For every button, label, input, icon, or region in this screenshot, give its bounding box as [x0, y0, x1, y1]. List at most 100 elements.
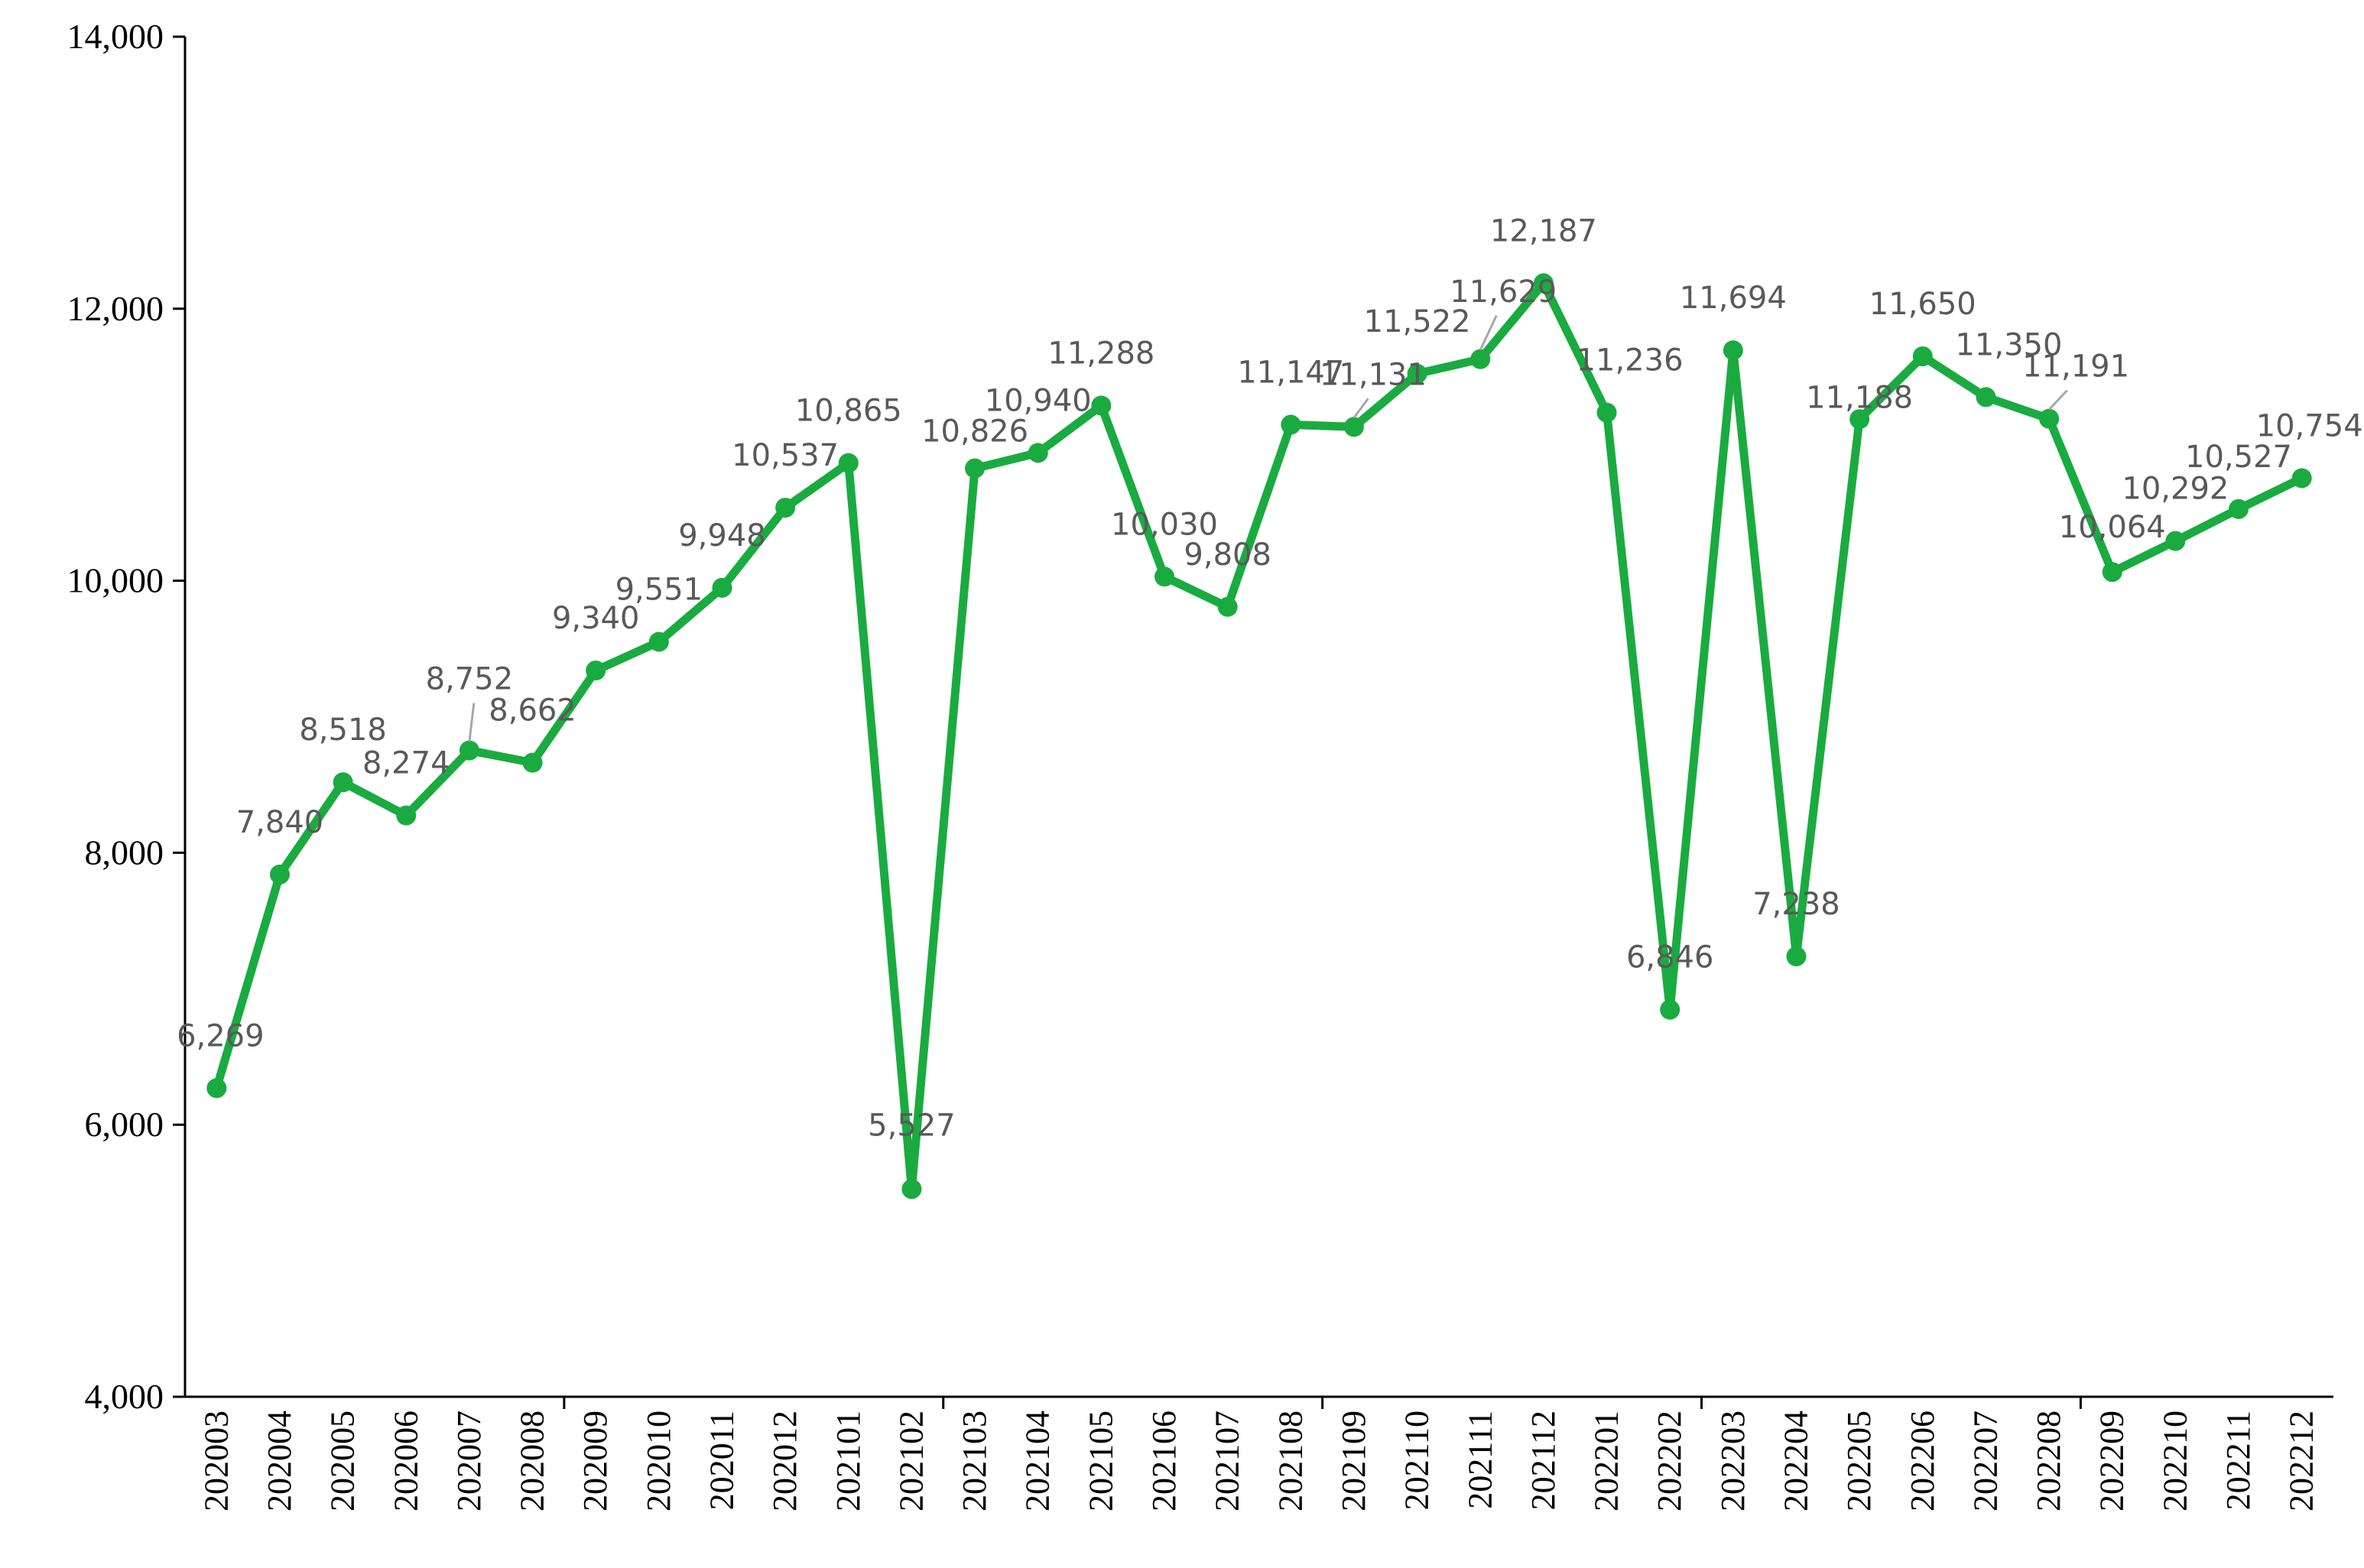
data-point — [1091, 395, 1112, 416]
data-label: 11,131 — [1320, 357, 1427, 392]
data-point — [1786, 946, 1807, 966]
x-tick-label: 202104 — [1019, 1411, 1057, 1511]
data-point — [333, 772, 353, 793]
x-tick-label: 202203 — [1714, 1411, 1752, 1511]
x-tick-label: 202109 — [1335, 1411, 1372, 1511]
data-point — [648, 631, 669, 652]
x-tick-label: 202209 — [2093, 1411, 2131, 1511]
x-tick-label: 202102 — [892, 1411, 930, 1511]
x-tick-label: 202212 — [2283, 1411, 2320, 1511]
data-point — [1976, 387, 1996, 407]
data-label: 7,840 — [236, 805, 324, 840]
data-label: 6,846 — [1626, 940, 1714, 976]
x-tick-label: 202202 — [1651, 1411, 1688, 1511]
data-point — [1533, 273, 1554, 294]
x-tick-label: 202201 — [1588, 1411, 1625, 1511]
data-label: 8,662 — [489, 693, 576, 729]
data-point — [459, 740, 479, 761]
data-point — [775, 498, 796, 518]
data-label: 8,752 — [426, 662, 514, 697]
data-point — [2165, 531, 2186, 551]
x-tick-label: 202206 — [1904, 1411, 1941, 1511]
data-label: 10,292 — [2122, 472, 2229, 507]
x-tick-label: 202004 — [261, 1411, 298, 1511]
x-tick-label: 202211 — [2219, 1411, 2257, 1510]
data-point — [269, 864, 290, 885]
data-label: 10,527 — [2185, 440, 2292, 475]
data-label: 6,269 — [177, 1018, 265, 1053]
data-label: 11,350 — [1955, 327, 2062, 362]
data-label: 9,808 — [1184, 537, 1271, 573]
y-tick-label: 10,000 — [67, 561, 164, 600]
x-tick-label: 202011 — [703, 1411, 741, 1510]
x-tick-label: 202012 — [766, 1411, 804, 1511]
data-point — [901, 1179, 922, 1200]
series-line — [212, 279, 2307, 1193]
data-label: 10,865 — [795, 394, 902, 429]
data-point — [522, 752, 543, 773]
x-tick-label: 202005 — [324, 1411, 362, 1511]
data-label: 7,238 — [1752, 887, 1840, 922]
y-tick-label: 6,000 — [85, 1105, 164, 1144]
x-tick-label: 202007 — [450, 1411, 488, 1511]
data-label: 10,030 — [1111, 507, 1218, 542]
y-tick-label: 14,000 — [67, 17, 164, 56]
x-tick-label: 202009 — [576, 1411, 614, 1511]
data-point — [838, 453, 859, 473]
data-point — [1217, 596, 1238, 617]
x-tick-label: 202008 — [514, 1411, 551, 1511]
data-point — [1912, 346, 1933, 367]
data-label: 11,629 — [1450, 274, 1557, 310]
data-point — [396, 805, 417, 826]
x-tick-label: 202204 — [1778, 1411, 1815, 1511]
data-label: 9,551 — [615, 572, 703, 607]
data-label-leader — [2047, 389, 2068, 411]
data-label: 10,064 — [2059, 510, 2166, 545]
data-label: 11,236 — [1577, 343, 1684, 378]
data-label: 11,694 — [1680, 281, 1787, 316]
y-tick-label: 8,000 — [85, 833, 164, 872]
data-label: 9,340 — [552, 601, 640, 636]
data-label: 11,188 — [1806, 380, 1913, 415]
data-point — [965, 458, 986, 479]
data-label: 10,537 — [732, 438, 839, 473]
data-point — [1407, 363, 1427, 384]
data-point — [1660, 999, 1680, 1020]
x-tick-label: 202101 — [830, 1411, 867, 1511]
data-point — [1028, 443, 1048, 463]
data-point — [2102, 562, 2122, 583]
data-point — [2229, 498, 2249, 519]
x-tick-label: 202112 — [1525, 1411, 1562, 1510]
data-point — [1849, 409, 1870, 430]
data-point — [2291, 468, 2312, 489]
x-tick-label: 202003 — [197, 1411, 235, 1511]
data-label: 10,754 — [2256, 408, 2363, 443]
data-point — [1343, 417, 1364, 437]
data-label: 10,940 — [985, 383, 1092, 418]
data-point — [586, 661, 606, 681]
x-tick-label: 202110 — [1398, 1411, 1436, 1510]
data-label: 12,187 — [1490, 214, 1597, 249]
data-point — [1723, 340, 1743, 361]
data-point — [206, 1078, 227, 1099]
data-point — [712, 577, 732, 598]
data-label-leader — [1352, 398, 1369, 419]
data-point — [2039, 408, 2060, 429]
data-label: 10,826 — [921, 414, 1028, 450]
x-tick-label: 202006 — [387, 1411, 424, 1511]
x-tick-label: 202107 — [1209, 1411, 1246, 1511]
data-point — [1470, 349, 1491, 369]
data-label: 11,522 — [1364, 304, 1471, 339]
x-tick-label: 202103 — [956, 1411, 993, 1511]
x-tick-label: 202108 — [1271, 1411, 1309, 1511]
x-tick-label: 202208 — [2030, 1411, 2067, 1511]
y-tick-label: 12,000 — [67, 289, 164, 328]
x-tick-label: 202111 — [1461, 1411, 1499, 1509]
x-tick-label: 202010 — [640, 1411, 677, 1511]
x-tick-label: 202210 — [2156, 1411, 2194, 1511]
x-tick-label: 202105 — [1082, 1411, 1119, 1511]
data-label: 11,650 — [1869, 287, 1976, 322]
data-label: 5,527 — [868, 1108, 956, 1143]
